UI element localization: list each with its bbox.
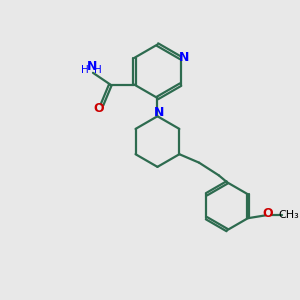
Text: N: N [86, 60, 97, 73]
Text: CH₃: CH₃ [278, 210, 299, 220]
Text: N: N [179, 51, 189, 64]
Text: O: O [263, 208, 273, 220]
Text: H: H [94, 65, 102, 75]
Text: O: O [93, 102, 104, 115]
Text: H: H [81, 65, 89, 75]
Text: N: N [154, 106, 164, 118]
